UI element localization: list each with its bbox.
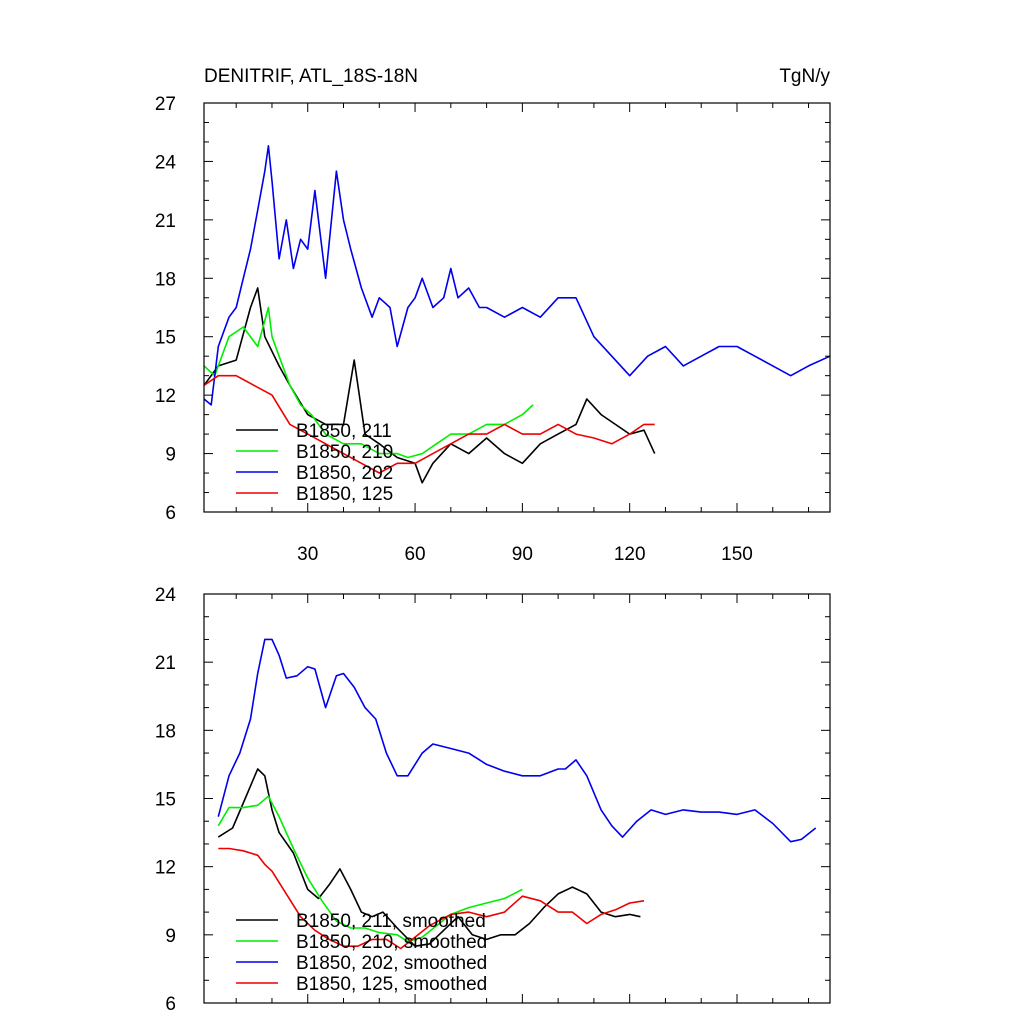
y-tick-label: 9 bbox=[165, 445, 176, 466]
y-tick-label: 12 bbox=[155, 386, 176, 407]
legend-label-2: B1850, 210, smoothed bbox=[296, 932, 487, 953]
legend-label-1: B1850, 211, smoothed bbox=[296, 911, 486, 932]
y-tick-label: 24 bbox=[155, 152, 177, 173]
legend-label-2: B1850, 210 bbox=[296, 442, 393, 463]
legend-label-3: B1850, 202, smoothed bbox=[296, 953, 487, 974]
y-tick-label: 21 bbox=[155, 211, 176, 232]
x-tick-label: 90 bbox=[512, 544, 533, 565]
legend-label-1: B1850, 211 bbox=[296, 421, 392, 442]
legend-label-3: B1850, 202 bbox=[296, 463, 393, 484]
y-tick-label: 15 bbox=[155, 328, 176, 349]
top-panel: DENITRIF, ATL_18S-18N TgN/y 6 9 12 15 18 21 24… bbox=[155, 66, 831, 565]
series-line-1 bbox=[217, 768, 641, 948]
y-tick-label: 6 bbox=[165, 503, 176, 524]
top-chart-title: DENITRIF, ATL_18S-18N bbox=[204, 66, 418, 87]
legend-label-4: B1850, 125, smoothed bbox=[296, 974, 487, 995]
x-tick-label: 30 bbox=[297, 544, 318, 565]
series-line-3 bbox=[203, 145, 831, 406]
legend-label-4: B1850, 125 bbox=[296, 484, 393, 505]
y-tick-label: 18 bbox=[155, 721, 176, 742]
series-line-3 bbox=[217, 638, 817, 843]
plot-frame bbox=[203, 102, 831, 513]
y-tick-label: 12 bbox=[155, 858, 176, 879]
series-line-1 bbox=[203, 287, 656, 484]
y-tick-label: 24 bbox=[155, 585, 177, 606]
y-tick-label: 6 bbox=[165, 994, 176, 1015]
x-tick-label: 120 bbox=[614, 544, 646, 565]
top-chart-units: TgN/y bbox=[779, 66, 830, 87]
series-line-4 bbox=[218, 847, 645, 950]
y-tick-label: 15 bbox=[155, 790, 176, 811]
y-tick-label: 9 bbox=[165, 926, 176, 947]
y-tick-label: 27 bbox=[155, 94, 176, 115]
y-tick-label: 18 bbox=[155, 269, 176, 290]
series-line-4 bbox=[203, 374, 655, 474]
y-tick-label: 21 bbox=[155, 653, 176, 674]
x-tick-label: 60 bbox=[404, 544, 425, 565]
x-tick-label: 150 bbox=[721, 544, 753, 565]
series-line-2 bbox=[217, 795, 523, 943]
